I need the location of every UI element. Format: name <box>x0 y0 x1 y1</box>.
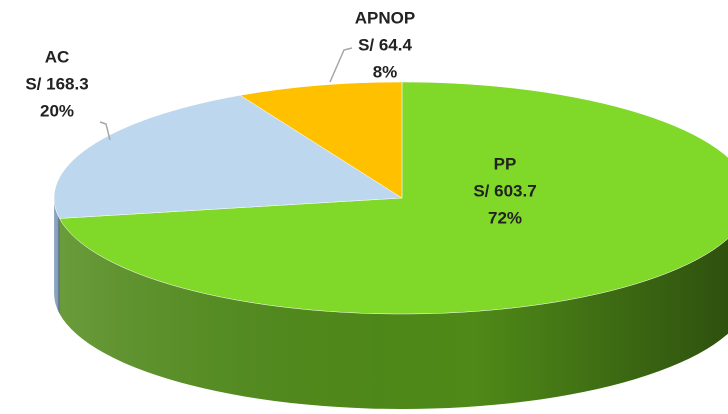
slice <box>53 95 403 219</box>
percent-label: 8% <box>373 62 398 81</box>
percent-label: 20% <box>40 101 74 120</box>
value-label: S/ 603.7 <box>473 181 536 200</box>
pie <box>53 81 728 409</box>
slice-label: APNOP <box>355 8 415 27</box>
slice-side-shade <box>59 218 728 409</box>
slice-label: PP <box>494 154 517 173</box>
slice <box>239 81 403 199</box>
slice <box>59 81 728 315</box>
slice-label: AC <box>45 47 70 66</box>
value-label: S/ 64.4 <box>358 35 412 54</box>
labels: PP S/ 603.7 72% AC S/ 168.3 20% APNOP S/ 64.4 8% <box>25 8 536 227</box>
value-label: S/ 168.3 <box>25 74 88 93</box>
slice-side-shade <box>54 198 60 314</box>
percent-label: 72% <box>488 208 522 227</box>
leader-line <box>329 47 353 83</box>
leader-line <box>99 121 111 141</box>
